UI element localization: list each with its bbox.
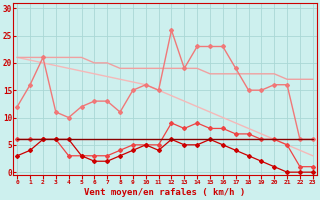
X-axis label: Vent moyen/en rafales ( km/h ): Vent moyen/en rafales ( km/h ) [84,188,246,197]
